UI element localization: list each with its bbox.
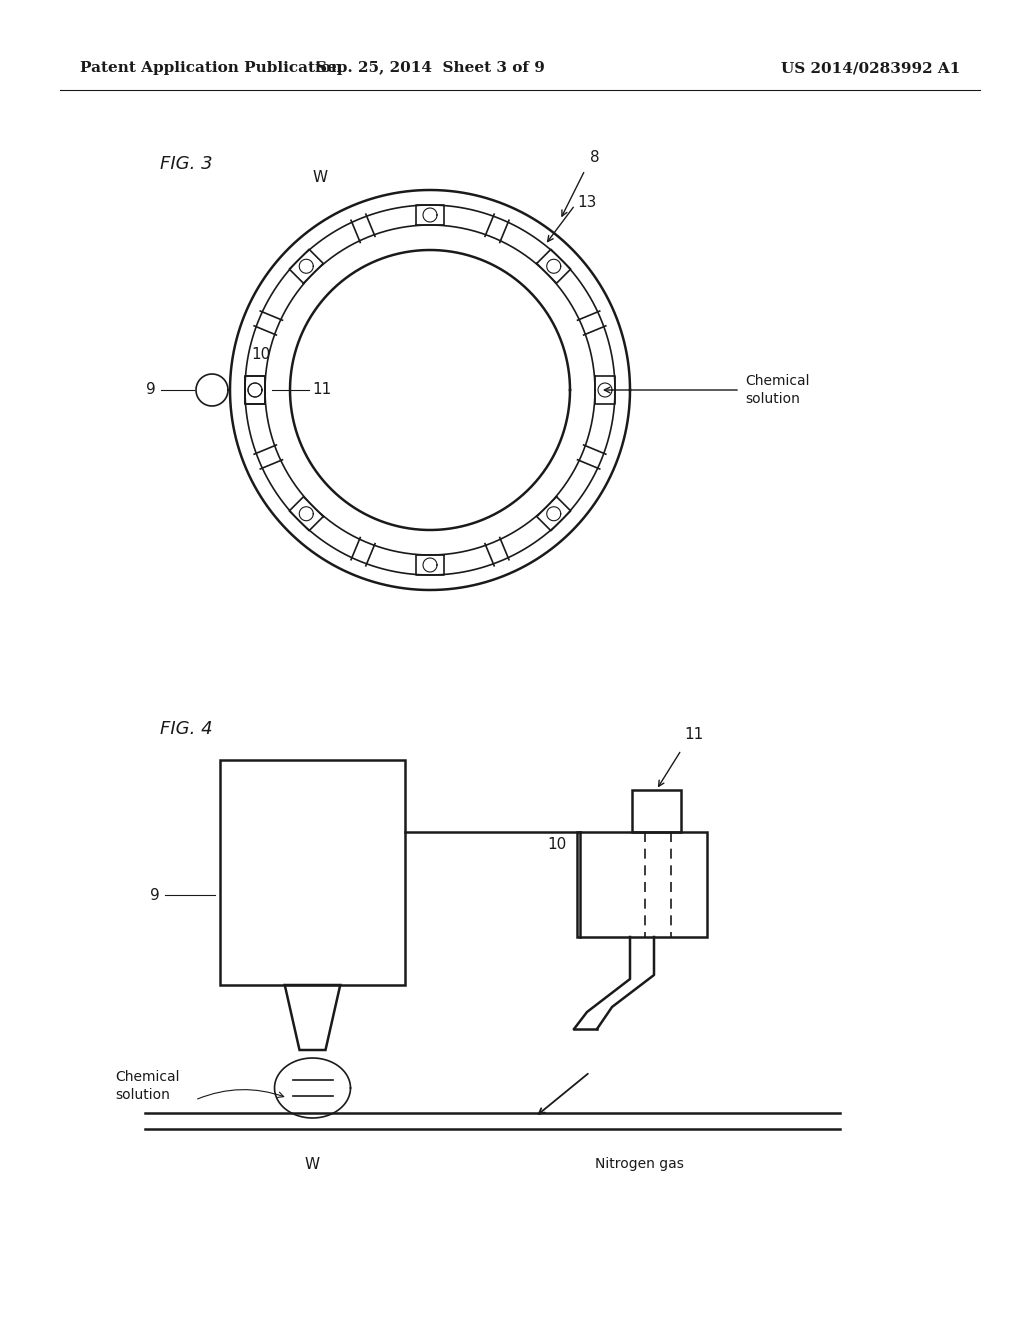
Text: Sep. 25, 2014  Sheet 3 of 9: Sep. 25, 2014 Sheet 3 of 9 (315, 61, 545, 75)
Text: Chemical
solution: Chemical solution (115, 1071, 179, 1102)
Text: US 2014/0283992 A1: US 2014/0283992 A1 (780, 61, 961, 75)
Text: FIG. 3: FIG. 3 (160, 154, 213, 173)
Text: 11: 11 (312, 383, 331, 397)
Text: Chemical
solution: Chemical solution (745, 374, 810, 407)
Text: 8: 8 (590, 150, 600, 165)
Text: Nitrogen gas: Nitrogen gas (595, 1158, 684, 1171)
Text: Patent Application Publication: Patent Application Publication (80, 61, 342, 75)
Text: 10: 10 (548, 837, 567, 851)
Text: W: W (312, 170, 328, 185)
Text: 11: 11 (684, 727, 703, 742)
Text: 9: 9 (146, 383, 156, 397)
Text: 10: 10 (251, 347, 270, 362)
Text: 13: 13 (577, 195, 596, 210)
Text: FIG. 4: FIG. 4 (160, 719, 213, 738)
Text: W: W (305, 1158, 321, 1172)
Text: 9: 9 (151, 887, 160, 903)
